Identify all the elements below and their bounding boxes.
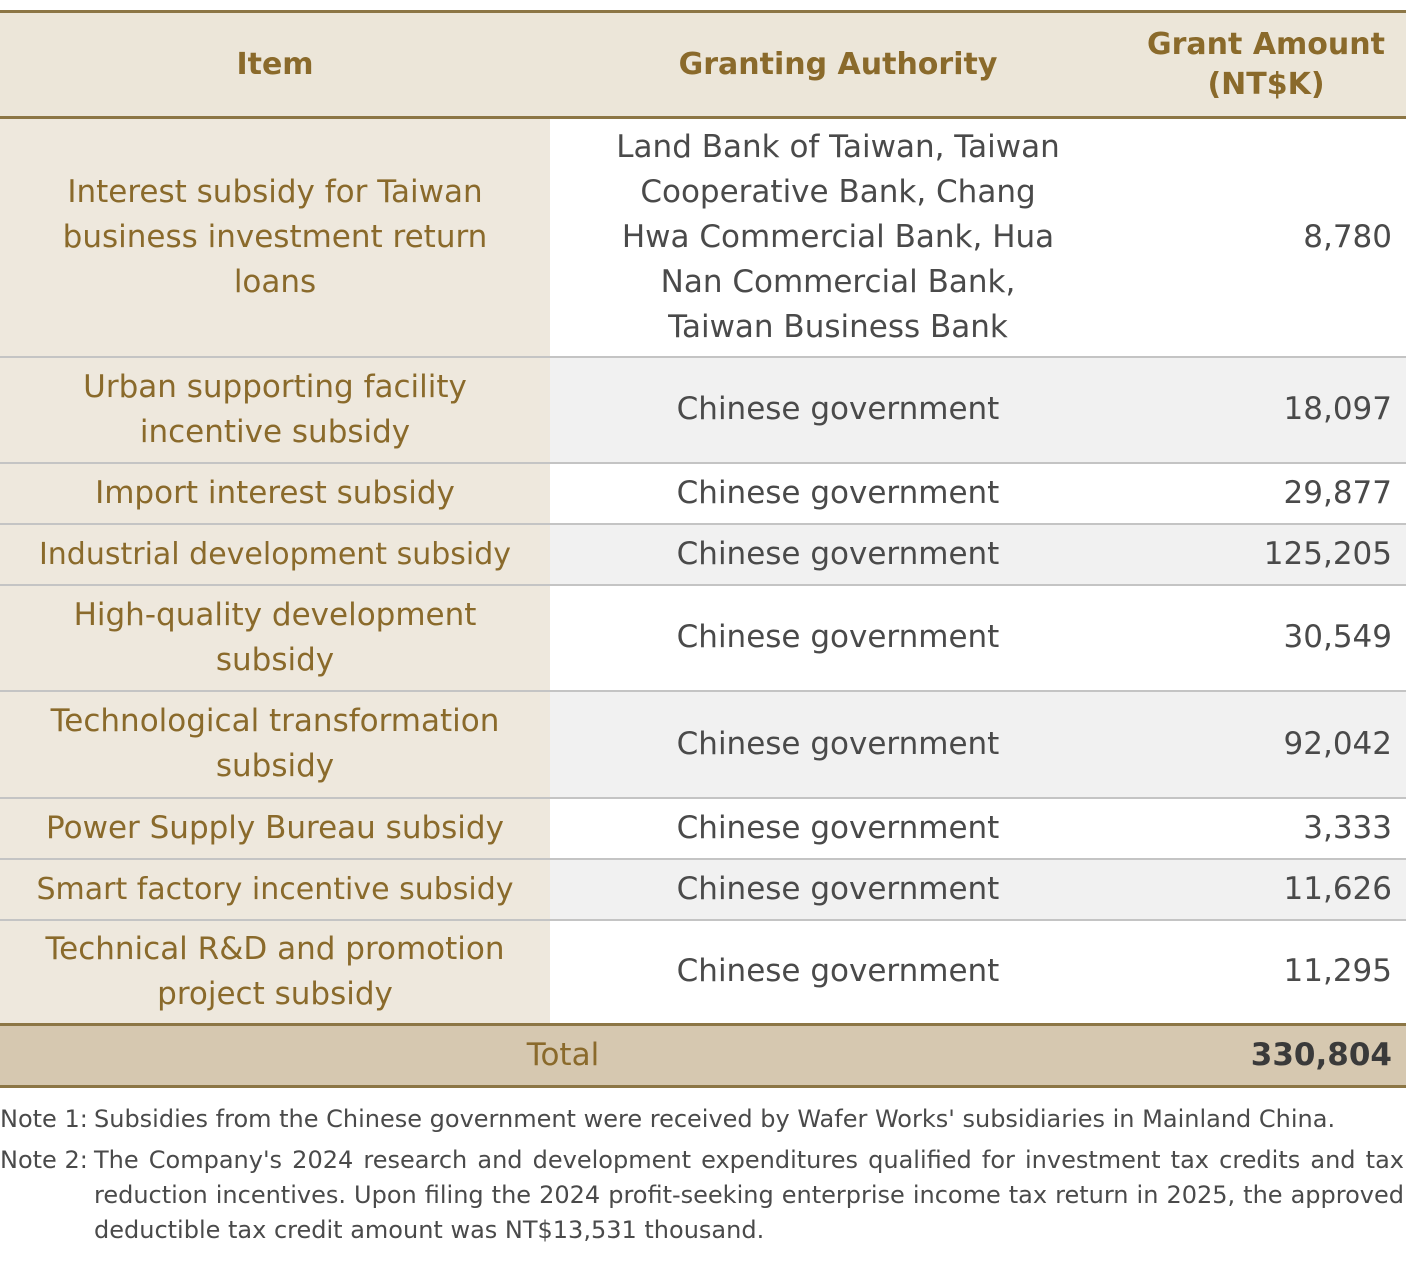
row-authority: Chinese government [550, 523, 1126, 585]
row-amount: 18,097 [1126, 356, 1406, 463]
total-row: Total 330,804 [0, 1024, 1406, 1087]
row-authority: Chinese government [550, 584, 1126, 691]
row-authority: Chinese government [550, 356, 1126, 463]
header-amount-line1: Grant Amount [1147, 26, 1385, 62]
row-authority: Land Bank of Taiwan, Taiwan Cooperative … [550, 117, 1126, 357]
row-amount: 30,549 [1126, 584, 1406, 691]
note-text: Subsidies from the Chinese government we… [94, 1105, 1336, 1133]
note-text: The Company's 2024 research and developm… [94, 1146, 1404, 1244]
table-header-row: Item Granting Authority Grant Amount (NT… [0, 11, 1406, 118]
row-item: Import interest subsidy [0, 462, 550, 524]
row-authority: Chinese government [550, 797, 1126, 859]
table-row: Import interest subsidy Chinese governme… [0, 462, 1406, 524]
table-row: Urban supporting facility incentive subs… [0, 356, 1406, 463]
note-label: Note 2: [0, 1146, 88, 1174]
row-item: Technological transformation subsidy [0, 690, 550, 798]
header-amount-line2: (NT$K) [1207, 66, 1325, 102]
row-amount: 92,042 [1126, 690, 1406, 798]
table-row: Power Supply Bureau subsidy Chinese gove… [0, 797, 1406, 859]
row-authority: Chinese government [550, 858, 1126, 920]
row-authority: Chinese government [550, 690, 1126, 798]
header-item: Item [236, 46, 314, 82]
total-amount: 330,804 [1126, 1024, 1406, 1087]
header-amount: Grant Amount (NT$K) [1126, 12, 1406, 118]
table-row: Industrial development subsidy Chinese g… [0, 523, 1406, 585]
total-label: Total [0, 1024, 1126, 1087]
table-row: Technological transformation subsidy Chi… [0, 690, 1406, 798]
table-row: Smart factory incentive subsidy Chinese … [0, 858, 1406, 920]
row-item: Industrial development subsidy [0, 523, 550, 585]
row-item: Urban supporting facility incentive subs… [0, 356, 550, 463]
row-amount: 3,333 [1126, 797, 1406, 859]
table-row: Technical R&D and promotion project subs… [0, 919, 1406, 1025]
row-amount: 29,877 [1126, 462, 1406, 524]
row-item: Interest subsidy for Taiwan business inv… [0, 117, 550, 357]
note-2: Note 2: The Company's 2024 research and … [0, 1143, 1406, 1248]
row-authority: Chinese government [550, 919, 1126, 1025]
subsidy-table-container: Item Granting Authority Grant Amount (NT… [0, 10, 1406, 1088]
row-amount: 125,205 [1126, 523, 1406, 585]
row-authority: Chinese government [550, 462, 1126, 524]
table-row: Interest subsidy for Taiwan business inv… [0, 117, 1406, 357]
row-item: High-quality development subsidy [0, 584, 550, 691]
row-amount: 8,780 [1126, 117, 1406, 357]
row-item: Smart factory incentive subsidy [0, 858, 550, 920]
note-label: Note 1: [0, 1105, 88, 1133]
row-item: Technical R&D and promotion project subs… [0, 919, 550, 1025]
row-amount: 11,295 [1126, 919, 1406, 1025]
row-item: Power Supply Bureau subsidy [0, 797, 550, 859]
notes-section: Note 1: Subsidies from the Chinese gover… [0, 1102, 1406, 1254]
note-1: Note 1: Subsidies from the Chinese gover… [0, 1102, 1406, 1137]
row-amount: 11,626 [1126, 858, 1406, 920]
table-row: High-quality development subsidy Chinese… [0, 584, 1406, 691]
header-authority: Granting Authority [678, 46, 998, 82]
subsidy-table: Item Granting Authority Grant Amount (NT… [0, 10, 1406, 1088]
